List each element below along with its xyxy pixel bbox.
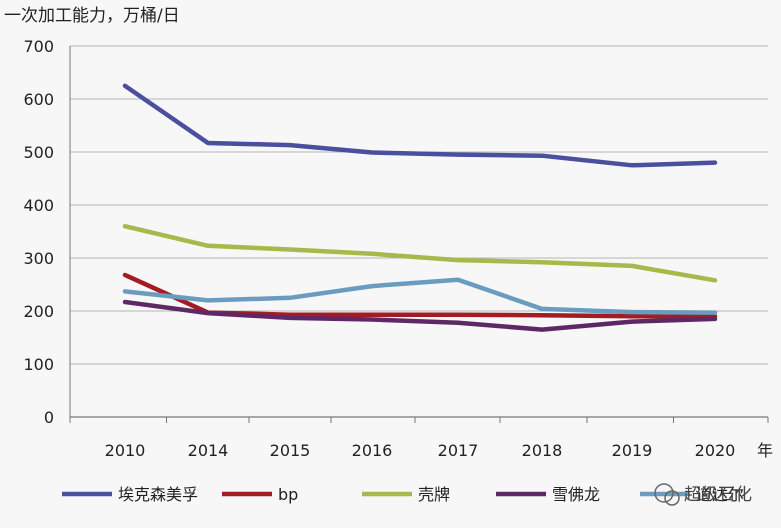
- series-lines: [122, 83, 718, 332]
- y-tick-label: 500: [23, 143, 54, 162]
- x-tick-label: 2017: [438, 441, 479, 460]
- y-tick-label: 700: [23, 37, 54, 56]
- y-tick-label: 300: [23, 249, 54, 268]
- wechat-icon-inner: [664, 490, 680, 506]
- y-axis-label: 一次加工能力，万桶/日: [4, 6, 180, 26]
- watermark: 超级石化: [654, 483, 752, 506]
- x-tick-label: 2020: [695, 441, 736, 460]
- legend-label-3: 雪佛龙: [552, 485, 600, 504]
- x-tick-label: 2015: [270, 441, 311, 460]
- x-tick-labels: 2010 2014 2015 2016 2017 2018 2019 2020 年: [105, 441, 773, 460]
- series-line-0: [122, 83, 718, 168]
- watermark-text: 超级石化: [684, 485, 752, 505]
- x-tick-label: 2019: [612, 441, 653, 460]
- series-line-4: [122, 277, 718, 315]
- x-tick-label: 2016: [352, 441, 393, 460]
- y-tick-label: 0: [44, 408, 54, 427]
- legend: 埃克森美孚 bp 壳牌 雪佛龙 道达尔: [62, 485, 744, 504]
- series-line-3: [122, 299, 718, 332]
- x-axis-unit: 年: [757, 441, 773, 460]
- x-tick-label: 2014: [188, 441, 229, 460]
- legend-label-1: bp: [278, 485, 298, 504]
- y-tick-labels: 0 100 200 300 400 500 600 700: [23, 37, 54, 427]
- y-tick-label: 600: [23, 90, 54, 109]
- y-tick-label: 100: [23, 355, 54, 374]
- wechat-icon: [654, 483, 674, 503]
- y-tick-label: 400: [23, 196, 54, 215]
- series-line-2: [122, 223, 718, 283]
- legend-label-4: 道达尔: [696, 485, 744, 504]
- x-tick-label: 2010: [105, 441, 146, 460]
- legend-label-2: 壳牌: [418, 485, 450, 504]
- x-tick-label: 2018: [522, 441, 563, 460]
- grid-lines: [69, 45, 769, 423]
- y-tick-label: 200: [23, 302, 54, 321]
- legend-label-0: 埃克森美孚: [118, 485, 198, 504]
